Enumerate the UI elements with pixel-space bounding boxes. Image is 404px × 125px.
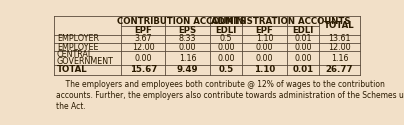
Text: EMPLOYEE: EMPLOYEE <box>57 43 98 52</box>
Text: 0.01: 0.01 <box>292 65 314 74</box>
Text: CENTRAL: CENTRAL <box>57 50 93 59</box>
Text: EPF: EPF <box>256 26 274 35</box>
Text: TOTAL: TOTAL <box>324 21 355 30</box>
Text: the Act.: the Act. <box>56 102 86 111</box>
Text: 0.00: 0.00 <box>294 43 311 52</box>
Text: EPF: EPF <box>135 26 152 35</box>
Text: 12.00: 12.00 <box>328 43 351 52</box>
Text: 0.00: 0.00 <box>256 43 273 52</box>
Text: 0.00: 0.00 <box>217 54 235 63</box>
Text: accounts. Further, the employers also contribute towards administration of the S: accounts. Further, the employers also co… <box>56 91 404 100</box>
Text: CONTRIBUTION ACCOUNTS: CONTRIBUTION ACCOUNTS <box>117 17 246 26</box>
Text: EPS: EPS <box>179 26 197 35</box>
Text: 15.67: 15.67 <box>130 65 157 74</box>
Text: 0.00: 0.00 <box>135 54 152 63</box>
Text: 1.16: 1.16 <box>331 54 348 63</box>
Text: 8.33: 8.33 <box>179 34 196 43</box>
Text: TOTAL: TOTAL <box>57 65 87 74</box>
Text: 1.16: 1.16 <box>179 54 196 63</box>
Text: 0.00: 0.00 <box>217 43 235 52</box>
Text: 13.61: 13.61 <box>328 34 351 43</box>
Text: 26.77: 26.77 <box>326 65 354 74</box>
Text: 3.67: 3.67 <box>135 34 152 43</box>
Text: ADMINISTRATION ACCOUNTS: ADMINISTRATION ACCOUNTS <box>211 17 351 26</box>
Text: EMPLOYER: EMPLOYER <box>57 34 99 43</box>
Text: The employers and employees both contribute @ 12% of wages to the contribution: The employers and employees both contrib… <box>56 80 385 89</box>
Text: 9.49: 9.49 <box>177 65 198 74</box>
Text: EDLI: EDLI <box>292 26 314 35</box>
Text: 1.10: 1.10 <box>256 34 273 43</box>
Text: 12.00: 12.00 <box>132 43 155 52</box>
Bar <box>54 16 360 75</box>
Text: GOVERNMENT: GOVERNMENT <box>57 57 114 66</box>
Text: EDLI: EDLI <box>215 26 237 35</box>
Text: 1.10: 1.10 <box>254 65 275 74</box>
Text: 0.00: 0.00 <box>294 54 311 63</box>
Text: 0.5: 0.5 <box>220 34 232 43</box>
Text: 0.00: 0.00 <box>179 43 196 52</box>
Text: 0.00: 0.00 <box>256 54 273 63</box>
Text: 0.01: 0.01 <box>294 34 311 43</box>
Text: 0.5: 0.5 <box>219 65 234 74</box>
